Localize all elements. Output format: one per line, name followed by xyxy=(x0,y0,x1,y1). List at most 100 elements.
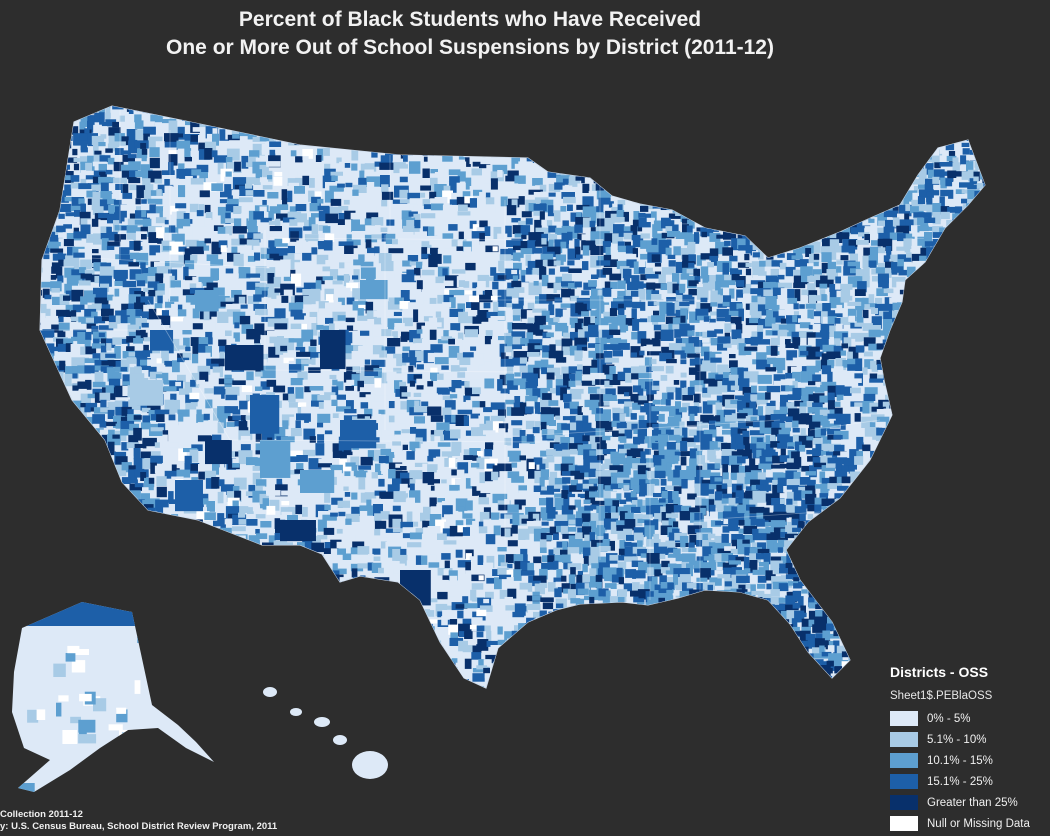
district-patch xyxy=(667,231,681,237)
district-patch xyxy=(940,206,950,214)
district-patch xyxy=(938,350,954,363)
district-patch xyxy=(897,338,907,344)
district-patch xyxy=(374,395,389,407)
district-patch xyxy=(938,400,953,408)
district-patch xyxy=(709,248,719,258)
district-patch xyxy=(695,308,709,321)
district-patch xyxy=(274,288,282,293)
district-patch xyxy=(681,198,693,205)
district-patch xyxy=(855,345,865,353)
district-patch xyxy=(387,226,395,233)
district-patch xyxy=(763,449,776,459)
district-patch xyxy=(764,134,772,139)
district-patch xyxy=(807,309,814,319)
district-patch xyxy=(631,234,642,241)
district-patch xyxy=(932,239,942,252)
district-patch xyxy=(427,115,440,128)
district-patch xyxy=(757,325,764,338)
district-patch xyxy=(224,378,234,384)
district-patch xyxy=(968,238,974,244)
district-patch xyxy=(169,410,176,416)
district-patch xyxy=(191,106,197,108)
district-patch xyxy=(394,449,402,455)
district-patch xyxy=(94,316,106,324)
district-patch xyxy=(365,150,375,158)
district-patch xyxy=(490,106,505,117)
district-patch xyxy=(65,148,79,153)
district-patch xyxy=(430,203,444,211)
district-patch xyxy=(177,409,190,417)
district-patch xyxy=(490,402,506,410)
district-patch xyxy=(584,106,596,109)
district-patch xyxy=(199,128,209,137)
district-patch xyxy=(724,414,739,426)
district-patch xyxy=(105,119,117,124)
district-patch xyxy=(962,246,975,253)
district-patch xyxy=(351,351,363,362)
district-patch xyxy=(101,308,114,316)
district-patch xyxy=(707,330,717,338)
district-patch xyxy=(163,232,178,243)
district-patch xyxy=(938,254,945,263)
district-patch xyxy=(204,233,212,238)
district-patch xyxy=(72,366,81,372)
district-patch xyxy=(385,358,397,369)
district-patch xyxy=(45,315,59,322)
district-patch xyxy=(647,428,654,440)
district-patch xyxy=(50,248,64,253)
district-patch xyxy=(982,142,985,150)
district-patch xyxy=(603,311,615,318)
district-patch xyxy=(878,281,887,291)
district-patch xyxy=(885,261,894,268)
district-patch xyxy=(765,191,773,200)
district-patch xyxy=(129,170,138,178)
district-patch xyxy=(157,238,163,244)
district-patch xyxy=(934,316,943,323)
district-patch xyxy=(926,119,941,125)
district-patch xyxy=(177,133,183,138)
district-patch xyxy=(576,420,584,434)
district-patch xyxy=(394,380,403,393)
district-patch xyxy=(787,288,795,298)
district-patch xyxy=(675,135,688,142)
district-patch xyxy=(967,253,978,267)
district-patch xyxy=(66,435,73,442)
district-patch xyxy=(218,339,227,347)
district-patch xyxy=(742,161,751,170)
district-patch xyxy=(730,427,741,439)
district-patch xyxy=(345,317,355,323)
district-patch xyxy=(539,134,546,142)
district-patch xyxy=(869,120,878,129)
district-patch xyxy=(71,357,86,368)
district-patch xyxy=(962,422,971,429)
district-patch xyxy=(798,211,804,219)
district-patch xyxy=(451,441,462,453)
district-patch xyxy=(808,381,820,386)
district-patch xyxy=(114,148,124,155)
district-patch xyxy=(794,400,804,407)
district-patch xyxy=(623,406,630,419)
district-patch xyxy=(966,154,978,161)
district-patch xyxy=(387,435,401,444)
district-patch xyxy=(135,170,144,178)
district-patch xyxy=(847,364,861,371)
district-patch xyxy=(211,372,220,380)
district-patch xyxy=(324,233,335,242)
district-patch xyxy=(63,317,71,328)
district-patch xyxy=(946,317,958,327)
district-patch xyxy=(211,241,222,255)
district-patch xyxy=(164,399,174,411)
district-patch xyxy=(707,400,720,405)
district-patch xyxy=(991,431,1005,436)
district-patch xyxy=(491,358,501,366)
district-patch xyxy=(989,311,999,315)
district-patch xyxy=(120,367,127,372)
district-patch xyxy=(490,295,502,301)
district-patch xyxy=(532,121,545,131)
district-patch xyxy=(567,106,574,109)
district-patch xyxy=(738,308,744,322)
district-patch xyxy=(85,274,100,282)
district-patch xyxy=(898,198,905,208)
district-patch xyxy=(890,254,903,266)
district-patch xyxy=(366,176,381,187)
